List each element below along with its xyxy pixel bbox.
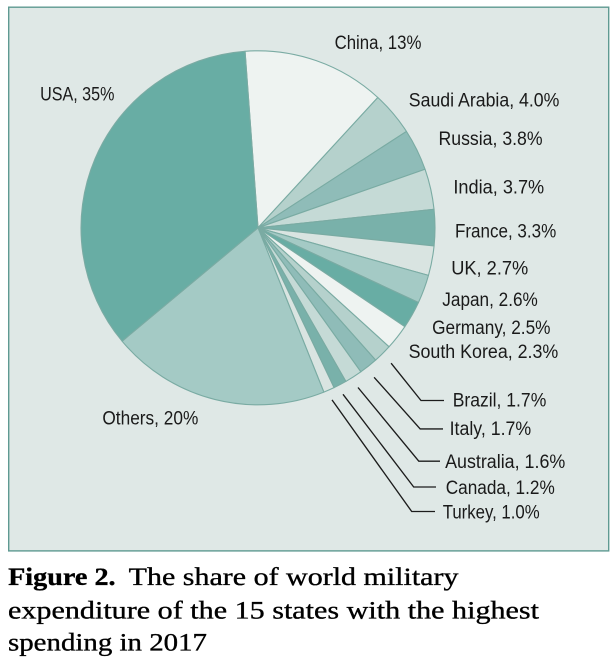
svg-text:The share of world military: The share of world military xyxy=(129,562,459,591)
svg-text:Australia, 1.6%: Australia, 1.6% xyxy=(445,452,565,473)
svg-text:UK, 2.7%: UK, 2.7% xyxy=(451,259,528,280)
svg-text:Turkey, 1.0%: Turkey, 1.0% xyxy=(443,503,540,524)
svg-text:Brazil, 1.7%: Brazil, 1.7% xyxy=(453,391,547,412)
svg-text:Canada, 1.2%: Canada, 1.2% xyxy=(446,478,555,499)
svg-text:spending in 2017: spending in 2017 xyxy=(8,627,207,656)
svg-text:Saudi Arabia, 4.0%: Saudi Arabia, 4.0% xyxy=(409,91,560,112)
svg-text:Italy, 1.7%: Italy, 1.7% xyxy=(450,419,532,440)
svg-text:Japan, 2.6%: Japan, 2.6% xyxy=(442,290,538,311)
svg-text:Figure 2.: Figure 2. xyxy=(8,562,116,591)
svg-text:France, 3.3%: France, 3.3% xyxy=(455,221,556,242)
svg-text:China, 13%: China, 13% xyxy=(335,33,422,54)
svg-text:Russia, 3.8%: Russia, 3.8% xyxy=(439,129,543,150)
svg-text:expenditure of the 15 states w: expenditure of the 15 states with the hi… xyxy=(8,596,539,625)
svg-text:USA, 35%: USA, 35% xyxy=(40,85,114,106)
svg-text:India, 3.7%: India, 3.7% xyxy=(453,178,544,199)
svg-text:South Korea, 2.3%: South Korea, 2.3% xyxy=(409,342,559,363)
svg-text:Others, 20%: Others, 20% xyxy=(102,408,198,429)
svg-text:Germany, 2.5%: Germany, 2.5% xyxy=(432,318,550,339)
